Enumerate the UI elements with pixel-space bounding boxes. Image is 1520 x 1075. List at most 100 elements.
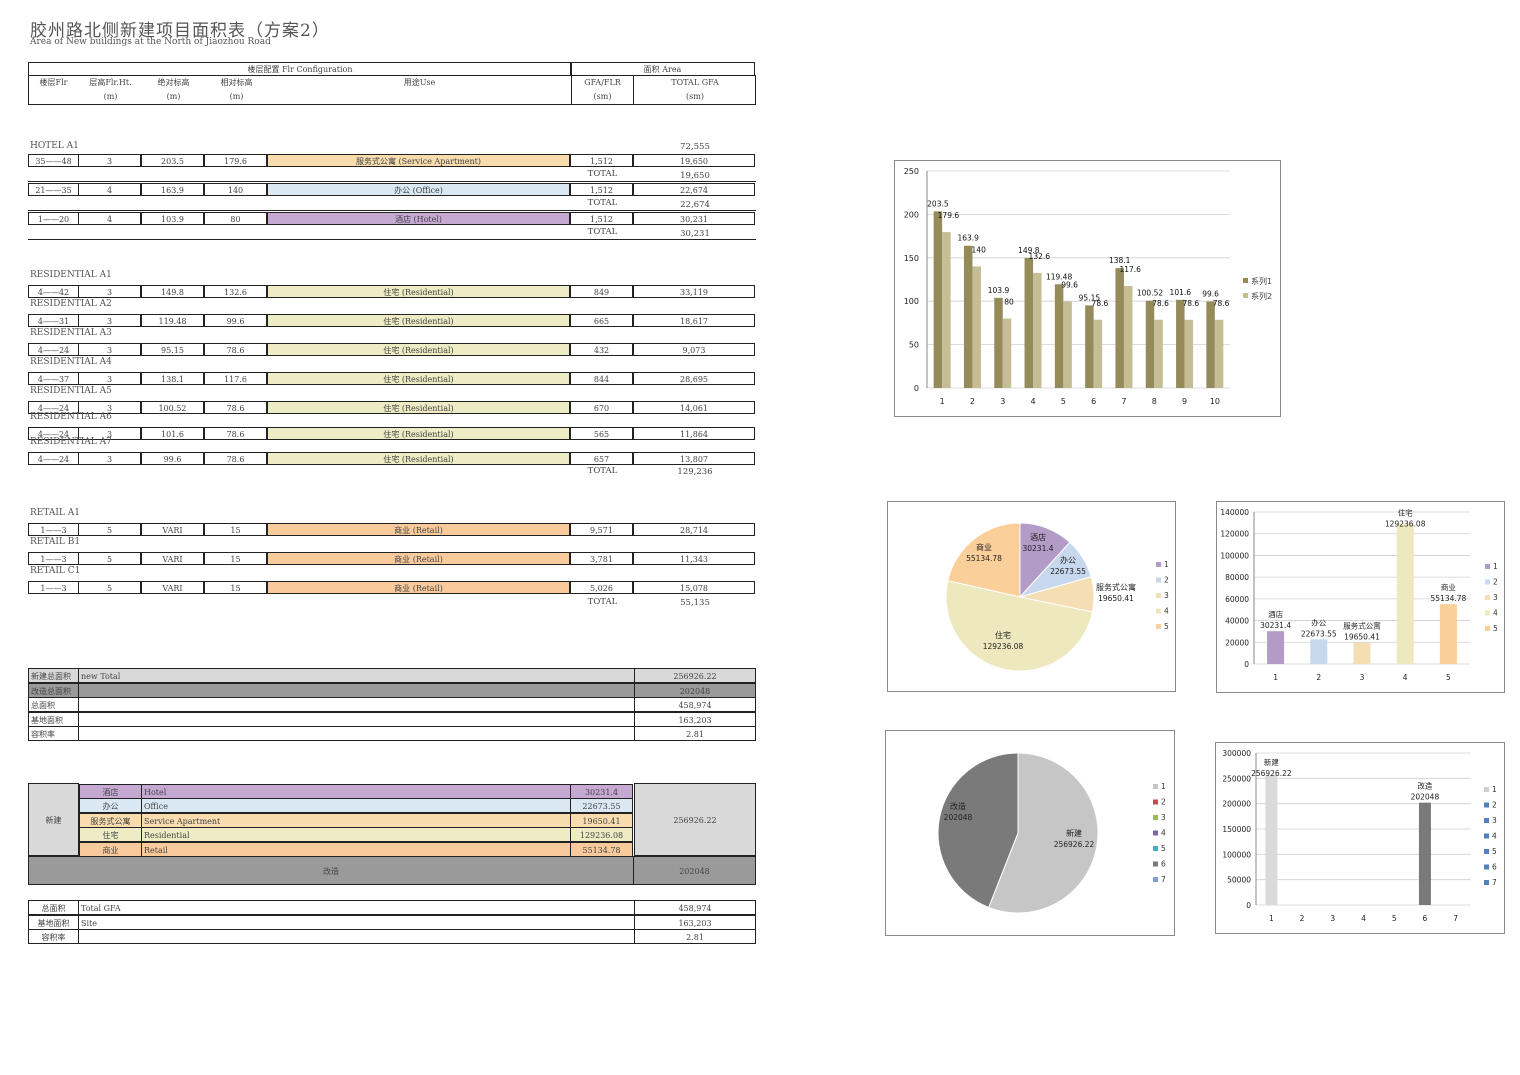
- bar-1: [1024, 257, 1034, 388]
- legend-label: 4: [1493, 609, 1498, 618]
- table-cell-use: 商业 (Retail): [267, 552, 570, 565]
- height-bar-chart: 0 50 100 150 200 250 1 203.5 179.6 2 163.9 140 3 103.…: [894, 160, 1281, 417]
- table-cell-gfa: 432: [570, 343, 633, 356]
- data-label: 80: [1004, 298, 1014, 307]
- table-cell-gfa: 844: [570, 372, 633, 385]
- header-box: [28, 75, 756, 105]
- table-cell-total: 15,078: [633, 581, 755, 594]
- table-cell-gfa: 3,781: [570, 552, 633, 565]
- slice-value: 30231.4: [1022, 544, 1053, 553]
- header-area: 面积 Area: [570, 62, 755, 76]
- table-cell-floor: 35——48: [28, 154, 79, 167]
- table-cell-gfa: 665: [570, 314, 633, 327]
- bar-1: [1054, 284, 1064, 388]
- breakdown-en: Residential: [141, 827, 571, 843]
- header-label-4: 用途Use: [403, 78, 436, 87]
- table-cell-gfa: 9,571: [570, 523, 633, 536]
- x-tick-label: 10: [1210, 397, 1220, 406]
- data-label: 103.9: [988, 286, 1010, 295]
- table-cell-total: 22,674: [633, 183, 755, 196]
- header-label-11: (sm): [686, 92, 704, 101]
- summary-value: 163,203: [634, 711, 756, 727]
- header-label-7: (m): [103, 92, 118, 101]
- breakdown-renov-label: 改造: [28, 856, 634, 885]
- y-tick-label: 20000: [1225, 638, 1249, 647]
- y-tick-label: 50000: [1227, 876, 1251, 885]
- table-cell-ht: 3: [78, 401, 141, 414]
- site-desc: [78, 929, 635, 944]
- bar-1: [933, 211, 943, 388]
- table-cell-ht: 3: [78, 343, 141, 356]
- table-cell-gfa: 849: [570, 285, 633, 298]
- x-tick-label: 4: [1031, 397, 1036, 406]
- residential-label: RESIDENTIAL A7: [30, 437, 112, 447]
- table-cell-floor: 4——24: [28, 343, 79, 356]
- use-pie-chart-svg: 酒店 30231.4 办公 22673.55 服务式公寓 19650.41 住宅 129236…: [945, 522, 1169, 672]
- y-tick-label: 250: [904, 167, 919, 176]
- table-cell-use: 住宅 (Residential): [267, 372, 570, 385]
- x-tick-label: 5: [1392, 914, 1397, 923]
- table-cell-use: 服务式公寓 (Service Apartment): [267, 154, 570, 167]
- summary-desc: [78, 697, 635, 712]
- data-label: 179.6: [938, 211, 960, 220]
- table-cell-total: 9,073: [633, 343, 755, 356]
- summary-desc: new Total: [78, 668, 635, 683]
- breakdown-cn: 酒店: [79, 784, 142, 799]
- slice-label: 服务式公寓: [1096, 582, 1136, 592]
- table-cell-ht: 3: [78, 154, 141, 167]
- y-tick-label: 0: [914, 384, 919, 393]
- breakdown-value: 129236.08: [570, 827, 633, 843]
- retail-total-label: TOTAL: [587, 597, 618, 607]
- y-tick-label: 200000: [1222, 800, 1251, 809]
- slice-label: 住宅: [995, 630, 1011, 640]
- table-cell-total: 14,061: [633, 401, 755, 414]
- legend-marker: [1484, 880, 1489, 885]
- bar-2: [1063, 301, 1072, 388]
- bar-1: [994, 297, 1003, 388]
- y-tick-label: 150000: [1222, 825, 1251, 834]
- legend-marker: [1485, 595, 1490, 600]
- x-tick-label: 4: [1403, 673, 1408, 682]
- table-cell-gfa: 657: [570, 452, 633, 465]
- residential-total-label: TOTAL: [587, 466, 618, 476]
- x-tick-label: 7: [1121, 397, 1126, 406]
- header-label-10: (sm): [593, 92, 612, 101]
- hotel-subtotal-label: TOTAL: [587, 198, 618, 208]
- page-title: 胶州路北侧新建项目面积表（方案2）: [30, 21, 330, 41]
- hotel-subtotal-label: TOTAL: [587, 169, 618, 179]
- legend-label: 1: [1161, 782, 1166, 791]
- y-tick-label: 120000: [1220, 530, 1249, 539]
- legend-marker: [1484, 849, 1489, 854]
- bar-1: [1206, 301, 1215, 388]
- summary-label: 容积率: [28, 726, 79, 741]
- table-cell-abs: 119.48: [141, 314, 204, 327]
- legend-marker: [1485, 610, 1490, 616]
- hotel-subtotal-row: [28, 225, 756, 240]
- pie-slice: [937, 752, 1019, 909]
- data-label: 95.15: [1079, 293, 1101, 302]
- new-renov-bar-chart-svg: 0 50000 100000 150000 200000 250000 300000 1 新建 2…: [1222, 749, 1497, 923]
- x-tick-label: 8: [1152, 397, 1157, 406]
- table-cell-total: 33,119: [633, 285, 755, 298]
- y-tick-label: 40000: [1225, 617, 1249, 626]
- legend-marker: [1153, 784, 1158, 789]
- table-cell-floor: 4——24: [28, 452, 79, 465]
- slice-label: 改造: [950, 801, 966, 811]
- table-cell-abs: VARI: [141, 552, 204, 565]
- breakdown-new-label: 新建: [28, 783, 79, 856]
- slice-value: 256926.22: [1054, 840, 1095, 849]
- legend-marker: [1485, 626, 1490, 631]
- table-cell-ht: 3: [78, 372, 141, 385]
- breakdown-value: 30231.4: [570, 784, 633, 799]
- header-label-5: GFA/FLR: [584, 78, 621, 87]
- x-tick-label: 6: [1423, 914, 1428, 923]
- data-label: 149.8: [1018, 246, 1040, 255]
- summary-label: 总面积: [28, 697, 79, 712]
- table-cell-gfa: 1,512: [570, 183, 633, 196]
- table-cell-use: 住宅 (Residential): [267, 314, 570, 327]
- data-label: 140: [972, 245, 987, 254]
- table-cell-abs: 95.15: [141, 343, 204, 356]
- residential-label: RESIDENTIAL A4: [30, 357, 112, 367]
- residential-label: RESIDENTIAL A5: [30, 386, 112, 396]
- bar-2: [1123, 285, 1133, 388]
